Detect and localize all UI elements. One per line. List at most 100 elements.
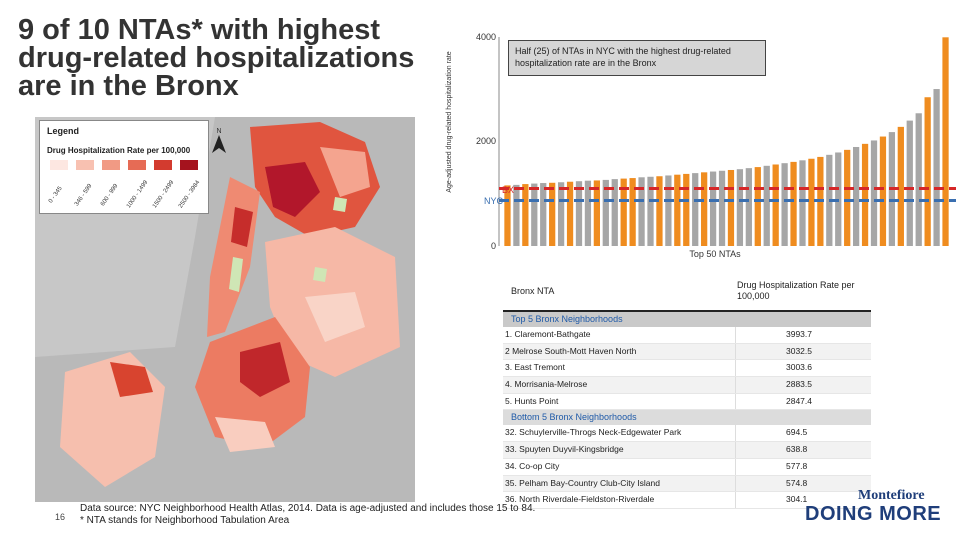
chart-bar (879, 136, 887, 246)
chart-bar (674, 174, 681, 246)
chart-bar (513, 184, 520, 246)
row-value: 574.8 (735, 475, 871, 492)
chart-bar (557, 182, 565, 246)
row-name: 32. Schuylerville-Throgs Neck-Edgewater … (505, 427, 682, 438)
nyc-ref-label: NYC (483, 196, 503, 206)
chart-bar (540, 183, 547, 246)
table-row: 5. Hunts Point 2847.4 (503, 393, 871, 411)
row-value: 2883.5 (735, 377, 871, 393)
legend-swatch-3 (102, 160, 120, 170)
y-tick-2000: 2000 (475, 136, 496, 146)
row-name: 5. Hunts Point (505, 395, 559, 406)
row-value: 638.8 (735, 442, 871, 458)
chart-bar (861, 143, 869, 246)
row-name: 2 Melrose South-Mott Haven North (505, 345, 637, 356)
legend-label-6: 2500 - 3984 (178, 179, 202, 210)
bar-chart (498, 37, 956, 247)
footnote-source: Data source: NYC Neighborhood Health Atl… (80, 503, 536, 514)
table-row: 2 Melrose South-Mott Haven North 3032.5 (503, 343, 871, 361)
table-header: Bronx NTA Drug Hospitalization Rate per … (503, 273, 871, 312)
chart-bar (701, 172, 708, 246)
north-arrow-icon: N (212, 128, 226, 155)
legend-label-1: 0 - 345 (48, 185, 64, 205)
bronx-nta-table: Bronx NTA Drug Hospitalization Rate per … (503, 273, 871, 509)
title-line-1: 9 of 10 NTAs* with highest (18, 14, 381, 46)
row-name: 3. East Tremont (505, 362, 565, 373)
chart-bar (897, 126, 904, 246)
chart-bar (629, 178, 636, 246)
chart-bar (531, 183, 538, 246)
map-legend: Legend Drug Hospitalization Rate per 100… (39, 120, 209, 214)
chart-bar (692, 173, 699, 246)
chart-bar (736, 169, 744, 246)
chart-bar (522, 184, 529, 246)
row-value: 577.8 (735, 458, 871, 475)
title-line-2: drug-related hospitalizations (18, 42, 415, 74)
table-row: 3. East Tremont 3003.6 (503, 360, 871, 378)
bx-ref-label: BX (501, 185, 514, 195)
chart-bar (709, 171, 717, 246)
legend-subtitle: Drug Hospitalization Rate per 100,000 (47, 146, 191, 155)
chart-annotation: Half (25) of NTAs in NYC with the highes… (508, 40, 766, 76)
top-5-header: Top 5 Bronx Neighborhoods (503, 312, 871, 327)
chart-bar (844, 149, 851, 246)
chart-bar (620, 178, 627, 246)
table-row: 36. North Riverdale-Fieldston-Riverdale 3… (503, 492, 871, 509)
north-label: N (216, 128, 222, 135)
chart-bar (683, 173, 690, 246)
row-value: 3032.5 (735, 343, 871, 360)
row-value: 304.1 (735, 492, 871, 508)
chart-bar (718, 170, 726, 246)
legend-swatch-2 (76, 160, 94, 170)
chart-bar (933, 89, 940, 246)
row-value: 694.5 (735, 425, 871, 442)
chart-bar (924, 97, 931, 247)
chart-bar (799, 160, 806, 246)
table-col-rate: Drug Hospitalization Rate per 100,000 (737, 280, 855, 301)
table-col-nta: Bronx NTA (511, 286, 555, 296)
chart-bar (593, 180, 600, 246)
chart-bar (870, 140, 878, 246)
row-value: 2847.4 (735, 393, 871, 410)
doing-more-tagline: DOING MORE (805, 503, 942, 525)
chart-x-axis-label: Top 50 NTAs (689, 249, 741, 259)
row-value: 3003.6 (735, 360, 871, 377)
chart-bar (602, 179, 609, 246)
chart-bar (763, 165, 770, 246)
chart-bar (754, 167, 761, 246)
row-name: 4. Morrisania-Melrose (505, 379, 588, 390)
chart-bar (942, 37, 949, 246)
chart-bar (665, 175, 672, 246)
legend-swatch-6 (180, 160, 198, 170)
legend-label-3: 600 - 999 (100, 183, 120, 208)
chart-bar (611, 179, 618, 246)
table-row: 34. Co-op City 577.8 (503, 458, 871, 476)
legend-label-5: 1500 - 2499 (152, 179, 176, 210)
chart-bar (638, 177, 645, 246)
legend-swatch-5 (154, 160, 172, 170)
chart-bar (566, 181, 574, 246)
row-name: 36. North Riverdale-Fieldston-Riverdale (505, 494, 655, 505)
chart-bar (647, 176, 654, 246)
chart-bar (915, 113, 922, 246)
table-row: 33. Spuyten Duyvil-Kingsbridge 638.8 (503, 442, 871, 459)
bottom-5-header: Bottom 5 Bronx Neighborhoods (503, 410, 871, 426)
chart-bar (656, 176, 663, 246)
chart-bar (745, 168, 752, 246)
row-value: 3993.7 (735, 327, 871, 343)
chart-bar (504, 185, 511, 246)
chart-bar (808, 158, 815, 246)
montefiore-logo: Montefiore (858, 488, 925, 503)
chart-bar (727, 169, 735, 246)
table-row: 35. Pelham Bay-Country Club-City Island 5… (503, 475, 871, 493)
table-row: 32. Schuylerville-Throgs Neck-Edgewater … (503, 425, 871, 443)
footnote-nta: * NTA stands for Neighborhood Tabulation… (80, 515, 290, 526)
legend-label-4: 1000 - 1499 (126, 179, 150, 210)
chart-bar (906, 120, 913, 246)
chart-bar (575, 181, 583, 246)
y-tick-0: 0 (490, 241, 496, 251)
y-tick-4000: 4000 (475, 32, 496, 42)
page-number: 16 (55, 512, 66, 522)
chart-bar (781, 163, 788, 246)
table-row: 1. Claremont-Bathgate 3993.7 (503, 327, 871, 344)
